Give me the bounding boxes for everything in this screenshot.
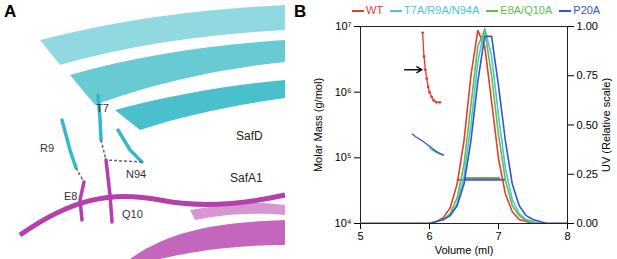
svg-text:0.50: 0.50 <box>577 119 598 131</box>
html-text:WT: WT <box>366 4 384 16</box>
html-text:P20A: P20A <box>573 4 601 16</box>
html-text:A: A <box>4 2 17 21</box>
svg-text:7: 7 <box>495 230 501 242</box>
svg-text:5: 5 <box>357 230 363 242</box>
svg-text:UV (Relative scale): UV (Relative scale) <box>600 78 612 172</box>
svg-text:10⁷: 10⁷ <box>335 20 351 32</box>
svg-text:10⁴: 10⁴ <box>335 217 352 229</box>
svg-text:10⁶: 10⁶ <box>335 86 352 98</box>
svg-text:T7: T7 <box>96 102 109 114</box>
svg-text:Q10: Q10 <box>122 208 143 220</box>
html-text:B: B <box>294 2 307 21</box>
svg-text:0.75: 0.75 <box>577 69 598 81</box>
svg-text:0.00: 0.00 <box>577 217 598 229</box>
svg-text:E8: E8 <box>64 190 77 202</box>
svg-text:N94: N94 <box>126 168 146 180</box>
svg-text:R9: R9 <box>40 142 54 154</box>
svg-text:SafA1: SafA1 <box>230 171 263 185</box>
svg-text:1.00: 1.00 <box>577 20 598 32</box>
html-text:E8A/Q10A: E8A/Q10A <box>500 4 553 16</box>
svg-text:Molar Mass (g/mol): Molar Mass (g/mol) <box>312 78 324 172</box>
svg-text:8: 8 <box>564 230 570 242</box>
svg-text:SafD: SafD <box>236 129 263 143</box>
svg-text:10⁵: 10⁵ <box>335 151 352 163</box>
svg-text:Volume (ml): Volume (ml) <box>435 244 494 256</box>
svg-text:6: 6 <box>426 230 432 242</box>
html-text:T7A/R9A/N94A: T7A/R9A/N94A <box>404 4 480 16</box>
svg-text:0.25: 0.25 <box>577 168 598 180</box>
